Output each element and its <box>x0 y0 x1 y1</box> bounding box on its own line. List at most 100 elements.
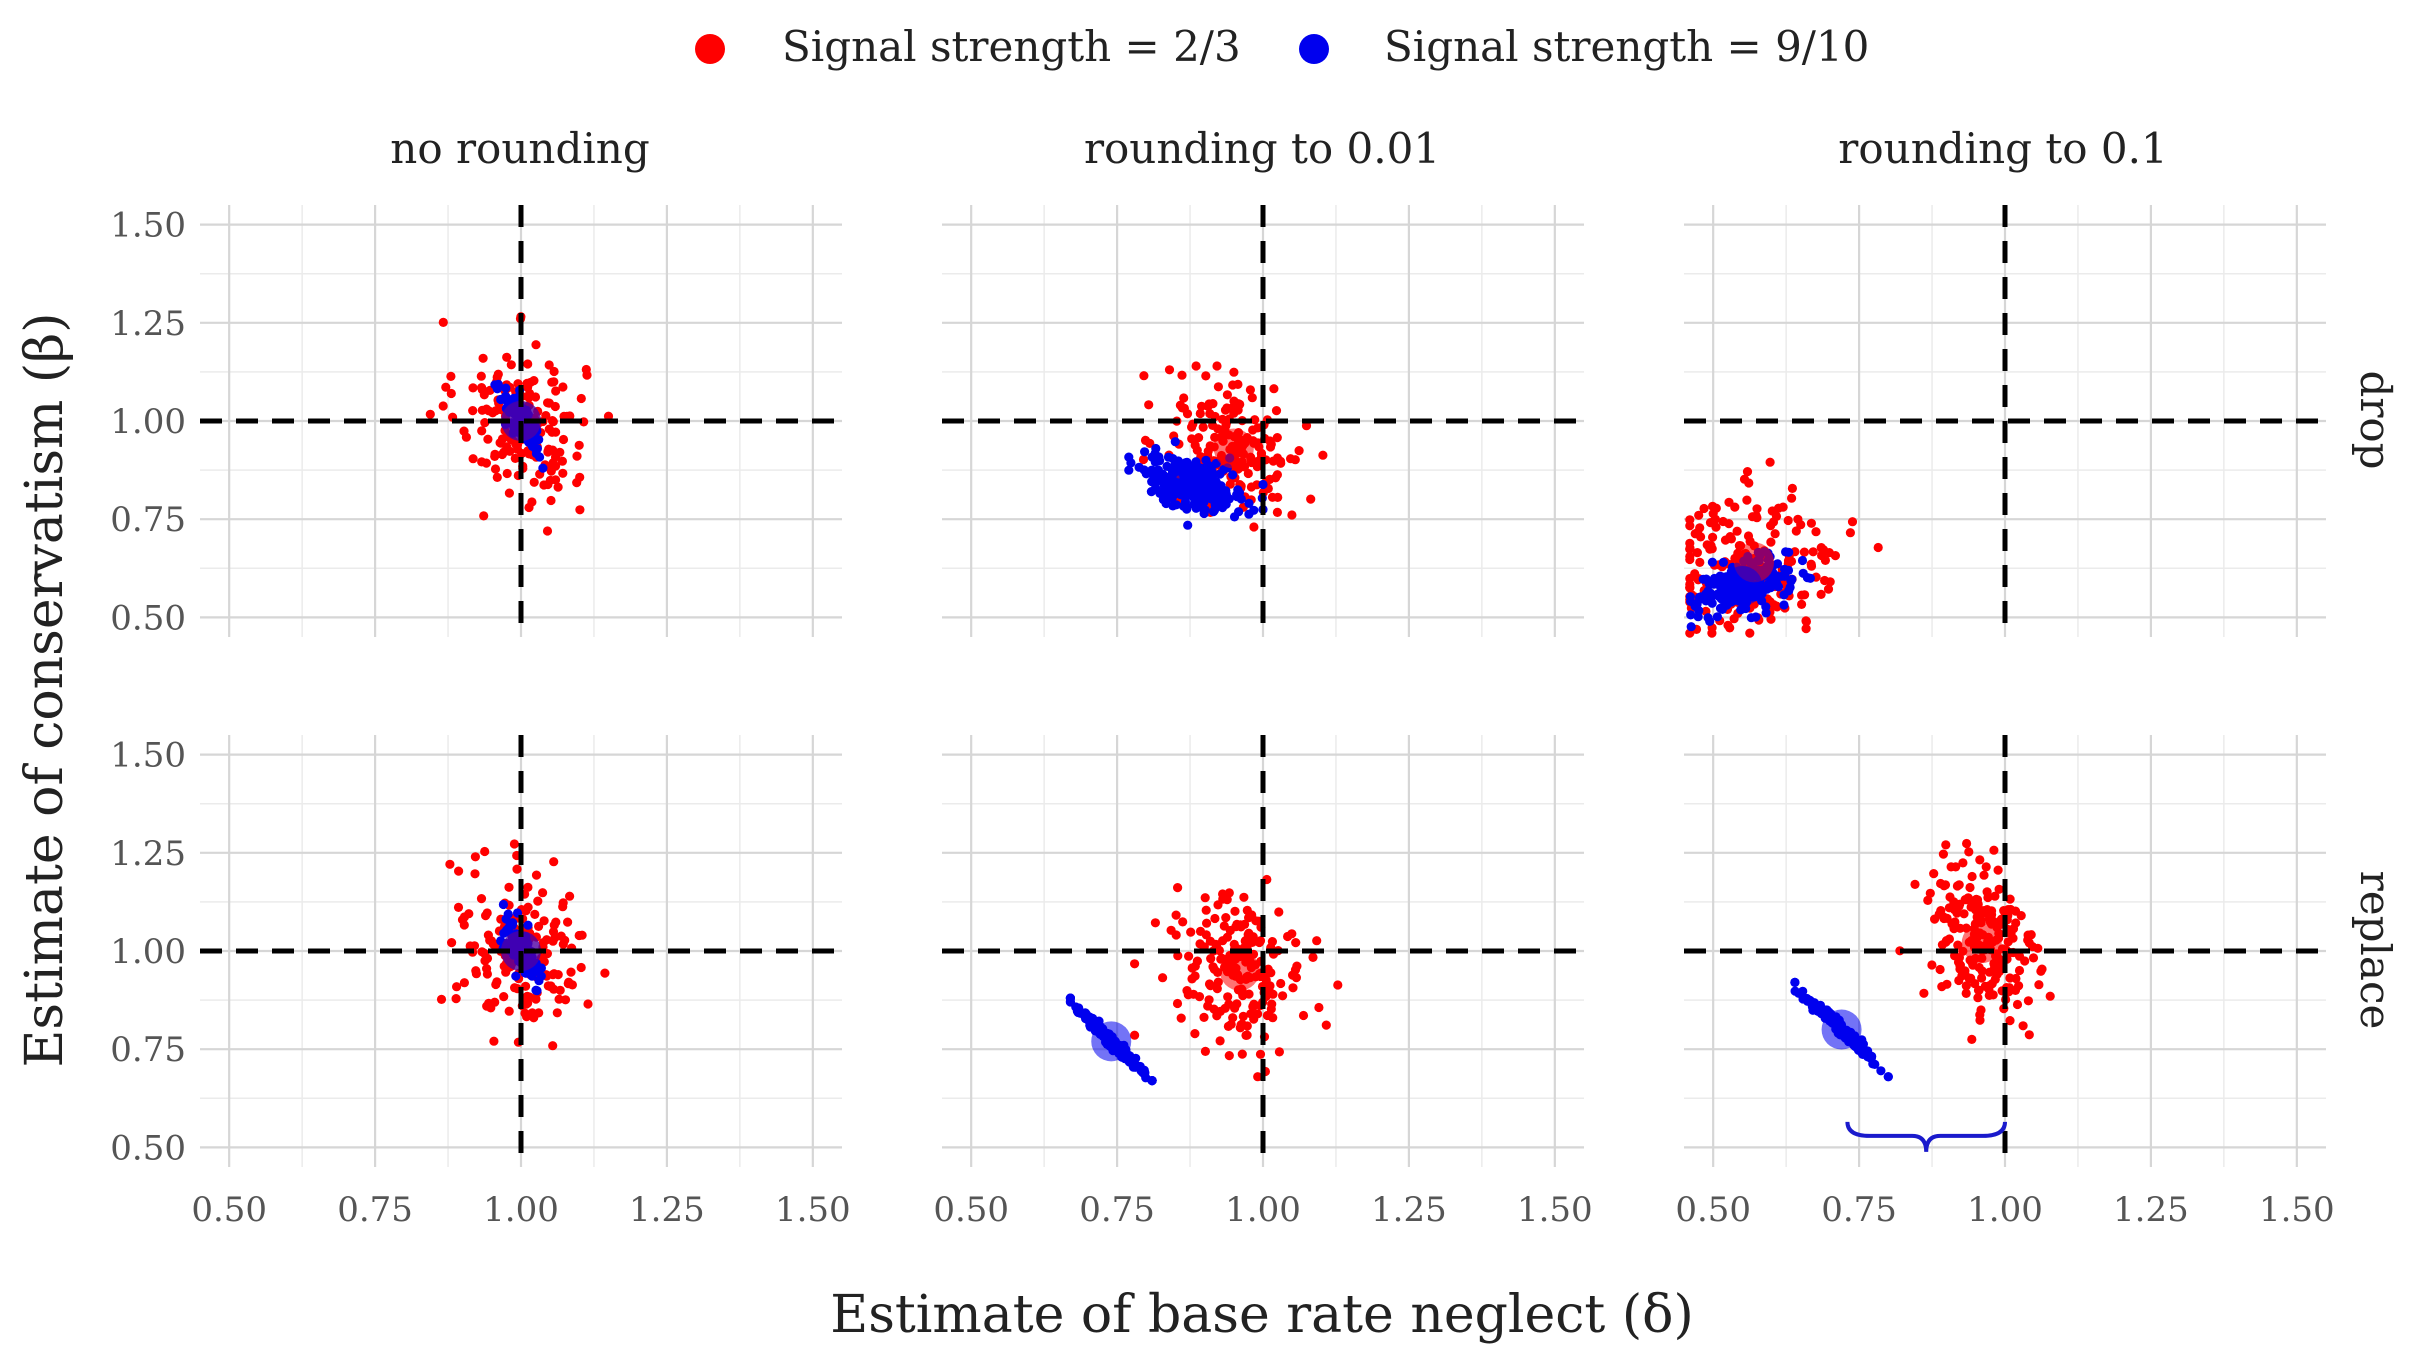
red-series-point <box>1692 548 1702 558</box>
red-series-point <box>1961 988 1971 999</box>
blue-series-point <box>1686 596 1696 607</box>
x-tick-label: 1.50 <box>1517 1190 1593 1230</box>
red-series-point <box>512 444 523 454</box>
red-series-point <box>557 456 568 466</box>
red-series-point <box>2045 991 2055 1001</box>
red-series-point <box>425 409 435 419</box>
red-series-point <box>1283 931 1293 942</box>
red-series-point <box>558 468 568 478</box>
legend: Signal strength = 2/3 Signal strength = … <box>695 22 1869 71</box>
red-series-point <box>1979 870 1989 880</box>
blue-series-point <box>1258 479 1268 490</box>
red-series-point <box>477 426 487 436</box>
red-series-point <box>1806 518 1816 528</box>
red-mean-marker <box>1961 923 2002 964</box>
blue-series-point <box>1686 622 1696 632</box>
red-series-point <box>546 495 556 506</box>
red-series-point <box>1267 492 1278 502</box>
blue-series-point <box>1160 471 1170 481</box>
red-series-point <box>1177 403 1187 413</box>
red-series-point <box>553 482 563 492</box>
red-series-point <box>1269 384 1279 394</box>
red-series-point <box>1212 1011 1222 1021</box>
red-series-point <box>1130 1030 1140 1040</box>
red-series-point <box>1139 371 1149 381</box>
red-series-point <box>1228 380 1238 390</box>
blue-series-point <box>1786 576 1796 586</box>
red-series-point <box>1940 880 1951 890</box>
red-series-point <box>1274 1047 1284 1057</box>
red-series-point <box>470 852 480 862</box>
red-series-point <box>555 985 565 995</box>
red-series-point <box>1306 494 1316 504</box>
facet-col-rounding-01: rounding to 0.1 <box>1838 124 2167 173</box>
red-series-point <box>477 947 487 957</box>
facet-row-drop: drop <box>2351 370 2400 469</box>
x-tick-label: 0.75 <box>337 1190 413 1230</box>
blue-series-point <box>1244 498 1254 508</box>
blue-series-point <box>1219 464 1229 475</box>
x-tick-label: 1.25 <box>1371 1190 1447 1230</box>
red-series-point <box>1806 561 1817 571</box>
blue-series-point <box>1876 1066 1886 1076</box>
red-series-point <box>1246 482 1256 492</box>
red-series-point <box>1190 1029 1200 1039</box>
y-tick-label: 1.00 <box>110 402 186 442</box>
red-series-point <box>529 1013 539 1023</box>
red-series-point <box>1925 888 1935 898</box>
x-tick-label: 1.50 <box>775 1190 851 1230</box>
red-series-point <box>1318 450 1328 460</box>
red-series-point <box>565 891 575 901</box>
y-tick-label: 1.00 <box>110 932 186 972</box>
blue-series-point <box>1883 1072 1893 1082</box>
red-series-point <box>1150 918 1160 928</box>
red-series-point <box>1249 522 1259 532</box>
red-series-point <box>1271 406 1282 416</box>
red-series-point <box>1707 628 1717 638</box>
red-series-point <box>1138 454 1149 465</box>
red-series-point <box>1242 1021 1252 1031</box>
blue-series-point <box>1773 582 1784 592</box>
panels: 0.50 0.75 1.00 1.25 1.50 0.50 0.75 1.00 1.25 1.50… <box>110 205 2335 1230</box>
red-series-point <box>509 839 519 849</box>
red-series-point <box>2014 951 2025 961</box>
x-tick-label: 1.00 <box>483 1190 559 1230</box>
blue-series-point <box>1770 572 1780 582</box>
red-series-point <box>510 453 520 463</box>
red-series-point <box>1923 895 1933 906</box>
red-series-point <box>549 377 559 387</box>
red-series-point <box>530 909 540 920</box>
blue-series-point <box>496 394 506 405</box>
red-series-point <box>1201 371 1211 381</box>
red-series-point <box>1253 438 1263 448</box>
red-series-point <box>2010 985 2021 996</box>
red-series-point <box>1977 973 1987 983</box>
red-series-point <box>2028 953 2039 963</box>
red-series-point <box>523 359 533 369</box>
red-series-point <box>1268 1013 1278 1023</box>
red-series-point <box>1255 936 1266 946</box>
red-series-point <box>477 383 487 393</box>
red-series-point <box>1752 504 1762 514</box>
red-series-point <box>1249 1014 1259 1024</box>
red-series-point <box>1251 916 1261 926</box>
red-series-point <box>436 994 447 1005</box>
red-series-point <box>1130 959 1140 969</box>
red-series-point <box>1264 984 1274 995</box>
blue-series-point <box>1817 1004 1827 1014</box>
red-series-point <box>1942 979 1952 989</box>
red-series-point <box>1294 446 1304 456</box>
blue-series-point <box>492 384 502 394</box>
red-series-point <box>1685 544 1695 554</box>
red-series-point <box>504 882 514 892</box>
red-series-point <box>1685 582 1695 592</box>
red-series-point <box>1742 495 1752 505</box>
blue-series-point <box>1204 460 1214 470</box>
red-series-point <box>577 930 587 940</box>
red-series-point <box>468 406 478 416</box>
blue-series-point <box>1751 612 1761 622</box>
red-series-point <box>1919 988 1929 998</box>
red-series-point <box>1182 409 1193 419</box>
red-series-point <box>480 846 490 857</box>
red-series-point <box>482 908 492 918</box>
